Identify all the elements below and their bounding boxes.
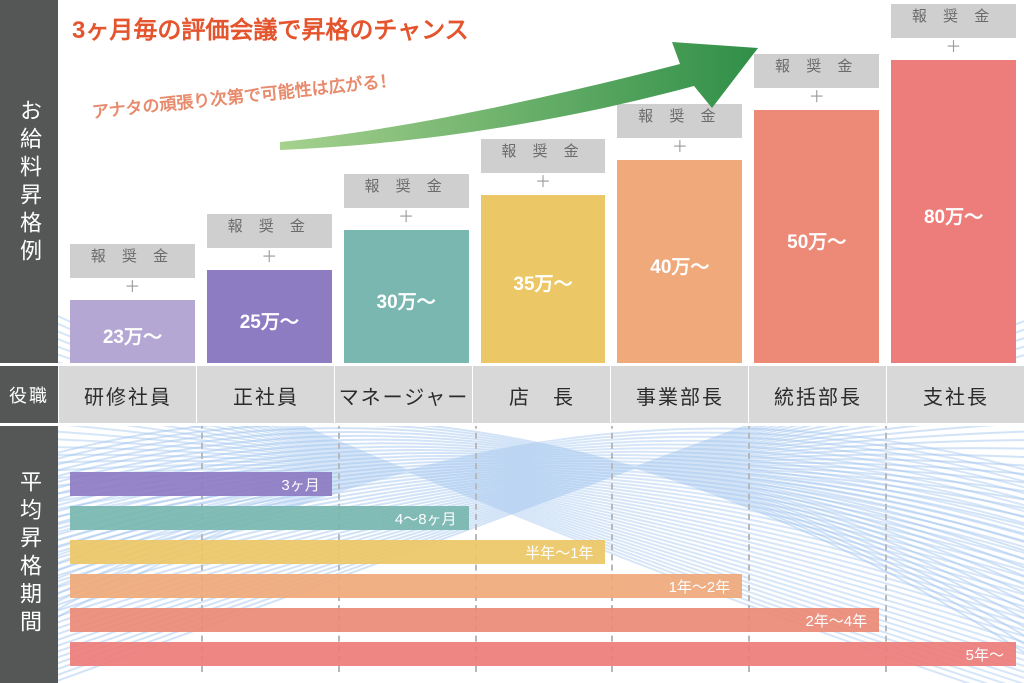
salary-bar: 30万～ — [344, 230, 469, 370]
period-bar: 2年～4年 — [70, 608, 879, 632]
bonus-cap: 報 奨 金 — [207, 214, 332, 248]
period-bar: 1年～2年 — [70, 574, 742, 598]
plus-icon: ＋ — [754, 88, 879, 110]
role-cell: 支社長 — [886, 365, 1024, 425]
salary-bar: 23万～ — [70, 300, 195, 370]
divider-1 — [0, 363, 1024, 366]
rail-period: 平均昇格期間 — [0, 425, 58, 683]
salary-bar: 50万～ — [754, 110, 879, 370]
growth-arrow-icon — [280, 30, 760, 150]
role-cell: 正社員 — [196, 365, 335, 425]
salary-bar-col: 報 奨 金＋50万～ — [754, 54, 879, 370]
salary-bar-col: 報 奨 金＋30万～ — [344, 174, 469, 370]
divider-2 — [0, 423, 1024, 426]
role-cell: 統括部長 — [748, 365, 887, 425]
salary-bar: 40万～ — [617, 160, 742, 370]
plus-icon: ＋ — [207, 248, 332, 270]
salary-bar-col: 報 奨 金＋23万～ — [70, 244, 195, 370]
plus-icon: ＋ — [70, 278, 195, 300]
role-cell: 事業部長 — [610, 365, 749, 425]
salary-bar-col: 報 奨 金＋80万～ — [891, 4, 1016, 370]
bonus-cap: 報 奨 金 — [754, 54, 879, 88]
salary-bar: 25万～ — [207, 270, 332, 370]
role-cell: 店 長 — [472, 365, 611, 425]
bonus-cap: 報 奨 金 — [70, 244, 195, 278]
salary-bar-col: 報 奨 金＋25万～ — [207, 214, 332, 370]
salary-bar-col: 報 奨 金＋35万～ — [481, 139, 606, 370]
role-cell: 研修社員 — [58, 365, 197, 425]
rail-period-label: 平均昇格期間 — [13, 470, 45, 638]
role-cell: マネージャー — [334, 365, 473, 425]
bonus-cap: 報 奨 金 — [344, 174, 469, 208]
plus-icon: ＋ — [891, 38, 1016, 60]
period-bar: 5年～ — [70, 642, 1016, 666]
rail-role-label: 役職 — [9, 382, 49, 408]
period-bar: 半年～1年 — [70, 540, 605, 564]
salary-bar: 35万～ — [481, 195, 606, 370]
period-bar: 4～8ヶ月 — [70, 506, 469, 530]
salary-bar: 80万～ — [891, 60, 1016, 370]
period-bar: 3ヶ月 — [70, 472, 332, 496]
plus-icon: ＋ — [344, 208, 469, 230]
rail-role: 役職 — [0, 365, 58, 425]
rail-salary: お給料昇格例 — [0, 0, 58, 365]
rail-salary-label: お給料昇格例 — [13, 99, 45, 267]
plus-icon: ＋ — [481, 173, 606, 195]
bonus-cap: 報 奨 金 — [891, 4, 1016, 38]
